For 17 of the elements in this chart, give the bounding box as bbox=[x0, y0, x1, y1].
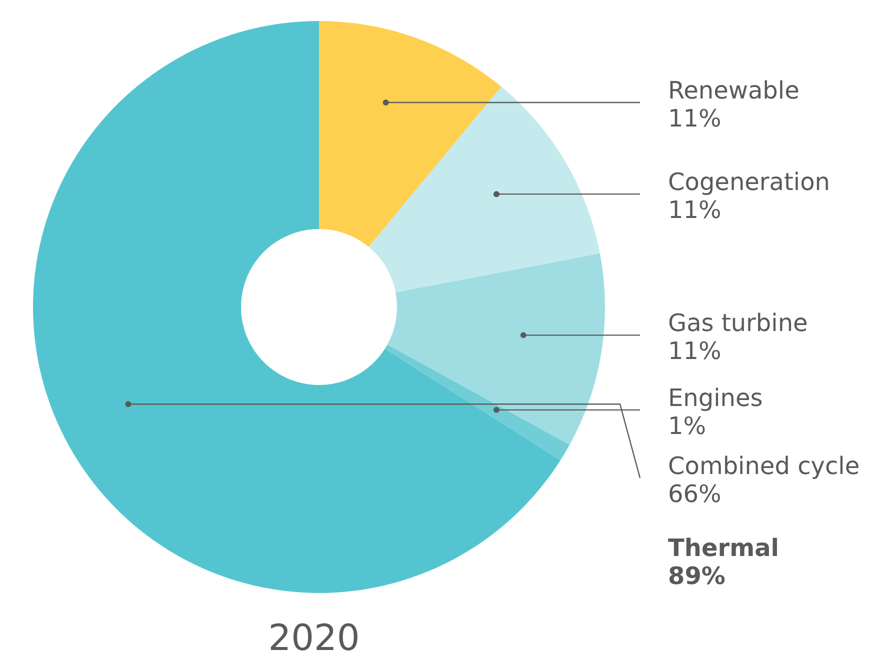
donut-slice bbox=[387, 253, 605, 445]
slice-label: Engines bbox=[668, 384, 763, 412]
slice-label: Cogeneration bbox=[668, 168, 830, 196]
slice-label: Combined cycle bbox=[668, 452, 860, 480]
data-label: 11% bbox=[668, 337, 722, 366]
donut-slice bbox=[33, 21, 560, 593]
data-label: 11% bbox=[668, 196, 722, 224]
donut-slice bbox=[368, 86, 600, 292]
data-label: 11% bbox=[668, 104, 722, 133]
text: Thermal 89% bbox=[668, 534, 779, 590]
data-label: 1% bbox=[668, 412, 706, 440]
slice-label: Renewable bbox=[668, 76, 800, 105]
donut-slice bbox=[319, 21, 502, 247]
donut-slice bbox=[384, 344, 570, 460]
text: 2020 bbox=[268, 618, 360, 659]
data-label: 66% bbox=[668, 480, 722, 508]
slice-label: Gas turbine bbox=[668, 309, 808, 338]
